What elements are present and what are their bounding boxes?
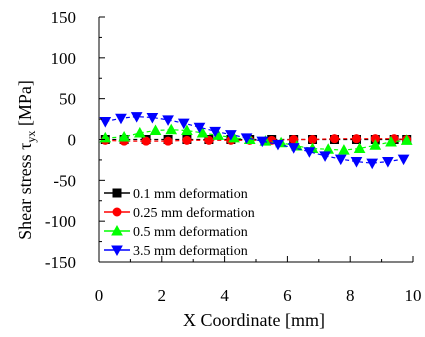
data-point (181, 124, 193, 136)
data-point (162, 115, 174, 126)
x-axis-title: X Coordinate [mm] (183, 310, 325, 330)
data-point (118, 131, 130, 142)
y-tick-label: -150 (45, 253, 76, 272)
data-point (225, 130, 237, 141)
legend-marker (111, 245, 123, 257)
data-point (319, 151, 331, 162)
data-point (182, 135, 192, 145)
data-point (163, 136, 173, 146)
data-point (330, 134, 339, 144)
data-point (204, 135, 214, 145)
legend-marker (112, 188, 122, 198)
data-point (193, 122, 206, 134)
plot-area (99, 112, 413, 170)
data-point (382, 157, 394, 168)
data-point (133, 126, 146, 138)
data-point (141, 136, 151, 146)
y-tick-label: 150 (51, 8, 77, 27)
legend-entry-1: 0.1 mm deformation (104, 187, 248, 202)
legend-entry-4: 3.5 mm deformation (104, 244, 248, 259)
x-tick-label: 4 (220, 286, 229, 305)
data-point (353, 142, 366, 153)
x-tick-label: 0 (95, 286, 104, 305)
legend-entry-3: 0.5 mm deformation (104, 224, 248, 240)
data-point (338, 144, 350, 155)
data-point (385, 135, 397, 147)
series-4 (99, 112, 410, 170)
axes: -150 -100 -50 0 50 100 150 0 2 4 6 8 10 (45, 8, 422, 305)
legend-entry-2: 0.25 mm deformation (104, 206, 255, 221)
data-point (240, 133, 253, 144)
x-tick-label: 8 (346, 286, 355, 305)
data-point (303, 147, 316, 158)
y-tick-label: -50 (53, 171, 76, 190)
data-point (196, 126, 209, 138)
y-axis-title: Shear stress τyx [MPa] (15, 80, 38, 240)
data-point (272, 139, 284, 151)
x-tick-label: 2 (158, 286, 167, 305)
data-point (130, 112, 143, 123)
y-tick-label: 0 (68, 131, 77, 150)
data-point (397, 154, 410, 166)
data-point (146, 112, 159, 124)
data-point (99, 117, 112, 128)
data-point (165, 123, 178, 135)
data-point (334, 154, 347, 166)
legend-marker (111, 224, 123, 236)
data-point (308, 135, 318, 144)
data-point (256, 136, 269, 148)
legend-label: 0.25 mm deformation (133, 206, 255, 221)
x-tick-label: 10 (405, 286, 422, 305)
data-point (287, 143, 300, 154)
data-point (209, 126, 222, 138)
legend: 0.1 mm deformation 0.25 mm deformation 0.5… (104, 187, 255, 259)
data-point (400, 134, 413, 145)
data-point (115, 113, 127, 125)
legend-label: 0.5 mm deformation (133, 225, 248, 240)
x-tick-label: 6 (283, 286, 292, 305)
y-tick-label: -100 (45, 212, 76, 231)
data-point (177, 118, 190, 130)
legend-label: 3.5 mm deformation (133, 244, 248, 259)
y-tick-label: 100 (51, 49, 77, 68)
data-point (350, 157, 363, 168)
data-point (366, 158, 379, 170)
data-point (351, 134, 361, 144)
legend-marker (112, 207, 122, 217)
data-point (369, 139, 382, 150)
legend-label: 0.1 mm deformation (133, 187, 248, 202)
y-tick-label: 50 (59, 90, 76, 109)
data-point (149, 124, 162, 136)
